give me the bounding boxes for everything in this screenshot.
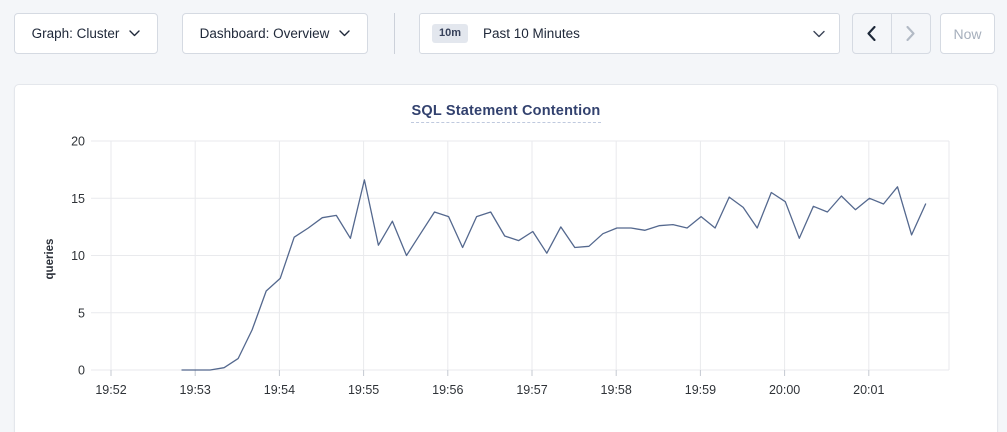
x-tick-label: 19:59 (685, 383, 716, 397)
time-step-control (852, 13, 931, 54)
y-tick-label: 10 (71, 249, 85, 263)
x-tick-label: 19:58 (601, 383, 632, 397)
x-tick-label: 20:01 (853, 383, 884, 397)
now-button-label: Now (953, 25, 982, 42)
y-tick-label: 5 (78, 306, 85, 320)
time-range-selector[interactable]: 10m Past 10 Minutes (419, 13, 840, 54)
series-line (181, 179, 927, 371)
x-tick-label: 19:56 (432, 383, 463, 397)
x-tick-label: 19:53 (180, 383, 211, 397)
dashboard-dropdown[interactable]: Dashboard: Overview (182, 13, 368, 54)
graph-dropdown-label: Graph: Cluster (31, 26, 120, 41)
y-tick-label: 20 (71, 135, 85, 149)
x-tick-label: 19:54 (264, 383, 295, 397)
x-tick-label: 19:55 (348, 383, 379, 397)
time-window-label: Past 10 Minutes (483, 26, 580, 41)
time-step-forward-button[interactable] (892, 14, 931, 53)
y-tick-label: 15 (71, 192, 85, 206)
chart-title[interactable]: SQL Statement Contention (411, 103, 601, 123)
y-axis-label: queries (44, 239, 56, 280)
chevron-left-icon (867, 26, 876, 41)
x-tick-label: 19:52 (95, 383, 126, 397)
chart-canvas[interactable]: 0 5 10 15 20 19:52 19:53 19:54 19:55 19:56 19:57 19… (15, 85, 999, 432)
time-step-back-button[interactable] (853, 14, 892, 53)
graph-dropdown[interactable]: Graph: Cluster (14, 13, 158, 54)
chevron-down-icon (129, 30, 141, 37)
chevron-down-icon (339, 30, 351, 37)
chevron-down-icon (813, 30, 825, 37)
y-tick-label: 0 (78, 364, 85, 378)
chart-title-row: SQL Statement Contention (15, 102, 997, 123)
toolbar: Graph: Cluster Dashboard: Overview 10m P… (0, 0, 1007, 68)
dashboard-dropdown-label: Dashboard: Overview (199, 26, 330, 41)
x-tick-label: 19:57 (516, 383, 547, 397)
toolbar-divider (394, 13, 395, 54)
chart-panel: 0 5 10 15 20 19:52 19:53 19:54 19:55 19:56 19:57 19… (14, 84, 998, 432)
now-button[interactable]: Now (940, 13, 995, 54)
time-window-badge: 10m (432, 24, 469, 43)
x-tick-label: 20:00 (769, 383, 800, 397)
chevron-right-icon (906, 26, 915, 41)
